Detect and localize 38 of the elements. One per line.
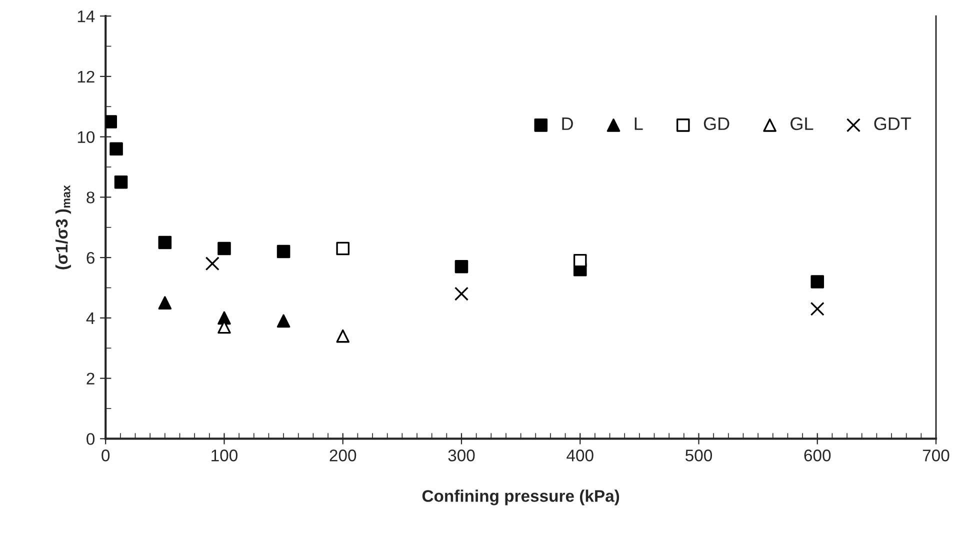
x-tick-label: 200 <box>330 450 356 462</box>
point <box>454 286 469 301</box>
x-tick-label: 600 <box>804 450 831 462</box>
point <box>336 242 350 256</box>
point <box>276 244 290 258</box>
point <box>158 236 172 250</box>
point <box>276 314 290 328</box>
point <box>810 275 824 288</box>
y-tick-label: 12 <box>78 70 94 82</box>
y-tick-label: 10 <box>78 131 95 144</box>
x-tick-label: 700 <box>922 450 950 462</box>
point <box>110 142 123 156</box>
legend-label: GD <box>704 117 730 130</box>
y-tick-label: 2 <box>86 372 94 384</box>
point <box>810 302 824 316</box>
point <box>218 242 231 256</box>
y-tick-label: 0 <box>86 433 95 445</box>
point <box>114 175 128 189</box>
point <box>454 260 468 274</box>
point <box>573 254 587 268</box>
y-tick-label: 6 <box>86 252 94 264</box>
point <box>336 329 350 343</box>
legend-label: GL <box>790 117 814 130</box>
point <box>205 256 220 271</box>
y-tick-label: 8 <box>86 192 94 204</box>
y-tick-label: 4 <box>86 312 95 324</box>
x-axis-title: Confining pressure (kPa) <box>422 490 620 506</box>
x-tick-label: 500 <box>686 450 712 462</box>
legend-label: L <box>634 117 643 130</box>
y-tick-label: 14 <box>78 10 95 22</box>
x-tick-label: 100 <box>212 450 238 462</box>
legend-label: GDT <box>874 117 912 130</box>
x-tick-label: 300 <box>448 450 475 462</box>
point <box>158 296 172 310</box>
legend-label: D <box>562 117 573 130</box>
x-tick-label: 400 <box>566 450 594 462</box>
y-axis-title: (σ1/σ3 )$_{max}$ <box>55 185 71 270</box>
x-tick-label: 0 <box>102 450 110 462</box>
